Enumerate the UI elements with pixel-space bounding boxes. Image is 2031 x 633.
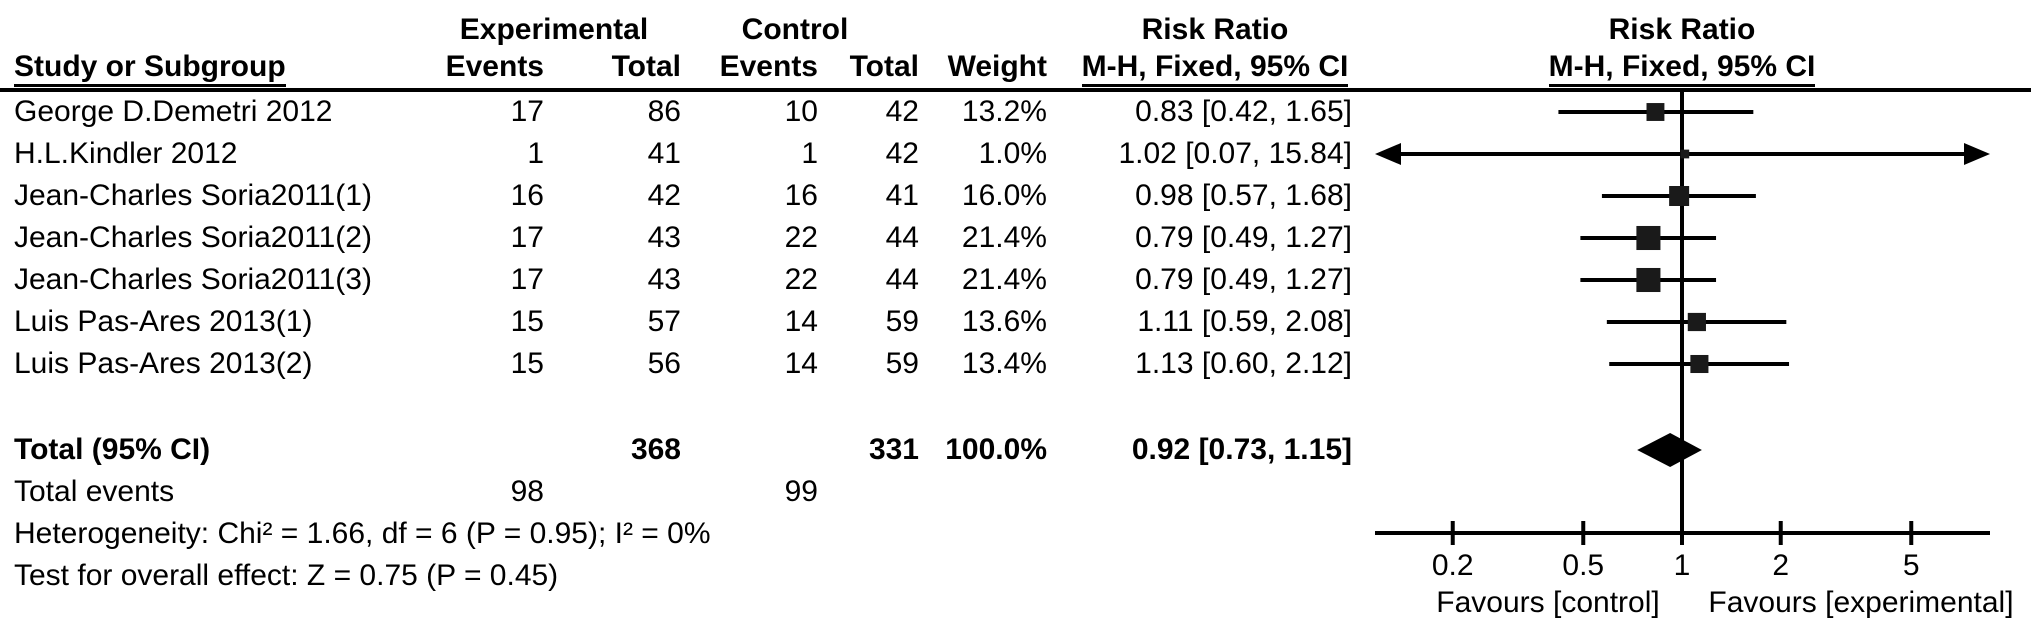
weight-value: 21.4%	[961, 221, 1047, 254]
total-events-label: Total events	[14, 475, 175, 508]
control-total: 44	[885, 221, 919, 254]
header-risk-ratio-plot: Risk Ratio	[1608, 13, 1756, 46]
ci-arrow-left	[1375, 143, 1401, 165]
control-events: 22	[784, 263, 818, 296]
total-ci-text: 0.92 [0.73, 1.15]	[1131, 433, 1352, 466]
experimental-total: 43	[647, 221, 681, 254]
weight-value: 13.2%	[961, 95, 1047, 128]
header-control: Control	[741, 13, 849, 46]
risk-ratio-ci-text: 0.83 [0.42, 1.65]	[1135, 95, 1352, 128]
weight-value: 1.0%	[978, 137, 1047, 170]
experimental-events: 16	[510, 179, 544, 212]
experimental-total: 86	[647, 95, 681, 128]
study-name: Luis Pas-Ares 2013(1)	[14, 305, 313, 338]
header-ctrl-events: Events	[719, 50, 818, 83]
control-events: 1	[801, 137, 818, 170]
effect-square	[1646, 103, 1665, 121]
total-exp-total: 368	[630, 433, 681, 466]
header-experimental: Experimental	[459, 13, 649, 46]
heterogeneity-text: Heterogeneity: Chi² = 1.66, df = 6 (P = …	[14, 517, 711, 550]
effect-square	[1687, 312, 1706, 332]
ci-arrow-right	[1964, 143, 1990, 165]
experimental-total: 56	[647, 347, 681, 380]
favours-experimental-label: Favours [experimental]	[1708, 586, 2014, 619]
axis-tick-label: 0.5	[1562, 549, 1605, 582]
study-name: Jean-Charles Soria2011(3)	[14, 263, 372, 296]
overall-effect-text: Test for overall effect: Z = 0.75 (P = 0…	[14, 559, 559, 592]
risk-ratio-ci-text: 1.13 [0.60, 2.12]	[1135, 347, 1352, 380]
control-total: 59	[885, 305, 919, 338]
control-total: 42	[885, 137, 919, 170]
header-risk-ratio-stats: Risk Ratio	[1141, 13, 1289, 46]
risk-ratio-ci-text: 1.11 [0.59, 2.08]	[1137, 305, 1352, 338]
weight-value: 21.4%	[961, 263, 1047, 296]
total-events-exp: 98	[510, 475, 544, 508]
risk-ratio-ci-text: 0.79 [0.49, 1.27]	[1135, 221, 1352, 254]
control-events: 16	[784, 179, 818, 212]
study-name: Luis Pas-Ares 2013(2)	[14, 347, 313, 380]
header-exp-total: Total	[611, 50, 681, 83]
study-name: Jean-Charles Soria2011(1)	[14, 179, 372, 212]
header-mh-ci-stats: M-H, Fixed, 95% CI	[1015, 52, 1415, 87]
header-ctrl-total: Total	[849, 50, 919, 83]
risk-ratio-ci-text: 0.79 [0.49, 1.27]	[1135, 263, 1352, 296]
header-rule	[0, 88, 2031, 92]
effect-square	[1636, 267, 1661, 293]
axis-tick-label: 2	[1772, 549, 1790, 582]
control-events: 22	[784, 221, 818, 254]
total-label: Total (95% CI)	[14, 433, 211, 466]
axis-tick-label: 1	[1673, 549, 1691, 582]
control-events: 14	[784, 347, 818, 380]
total-diamond	[1637, 433, 1702, 467]
header-study-or-subgroup-label: Study or Subgroup	[14, 52, 286, 87]
total-weight: 100.0%	[945, 433, 1047, 466]
experimental-events: 15	[510, 305, 544, 338]
risk-ratio-ci-text: 0.98 [0.57, 1.68]	[1135, 179, 1352, 212]
experimental-events: 1	[527, 137, 544, 170]
axis-tick-label: 5	[1902, 549, 1920, 582]
control-total: 44	[885, 263, 919, 296]
effect-square	[1669, 186, 1690, 206]
control-events: 10	[784, 95, 818, 128]
experimental-total: 41	[647, 137, 681, 170]
experimental-events: 17	[510, 263, 544, 296]
favours-control-label: Favours [control]	[1436, 586, 1660, 619]
effect-square	[1690, 354, 1709, 374]
control-total: 41	[885, 179, 919, 212]
header-mh-ci-plot: M-H, Fixed, 95% CI	[1482, 52, 1882, 87]
header-exp-events: Events	[445, 50, 544, 83]
total-ctrl-total: 331	[868, 433, 919, 466]
experimental-total: 42	[647, 179, 681, 212]
experimental-events: 17	[510, 221, 544, 254]
study-name: H.L.Kindler 2012	[14, 137, 238, 170]
header-mh-ci-stats-label: M-H, Fixed, 95% CI	[1081, 52, 1349, 87]
experimental-total: 43	[647, 263, 681, 296]
study-name: Jean-Charles Soria2011(2)	[14, 221, 372, 254]
control-total: 59	[885, 347, 919, 380]
weight-value: 13.6%	[961, 305, 1047, 338]
axis-tick-label: 0.2	[1431, 549, 1474, 582]
header-mh-ci-plot-label: M-H, Fixed, 95% CI	[1548, 52, 1816, 87]
weight-value: 13.4%	[961, 347, 1047, 380]
effect-square	[1636, 225, 1661, 251]
experimental-total: 57	[647, 305, 681, 338]
total-events-ctrl: 99	[784, 475, 818, 508]
effect-square	[1680, 149, 1690, 159]
control-total: 42	[885, 95, 919, 128]
risk-ratio-ci-text: 1.02 [0.07, 15.84]	[1118, 137, 1352, 170]
weight-value: 16.0%	[961, 179, 1047, 212]
control-events: 14	[784, 305, 818, 338]
experimental-events: 17	[510, 95, 544, 128]
experimental-events: 15	[510, 347, 544, 380]
header-weight: Weight	[947, 50, 1047, 83]
study-name: George D.Demetri 2012	[14, 95, 333, 128]
header-study-or-subgroup: Study or Subgroup	[14, 52, 286, 87]
